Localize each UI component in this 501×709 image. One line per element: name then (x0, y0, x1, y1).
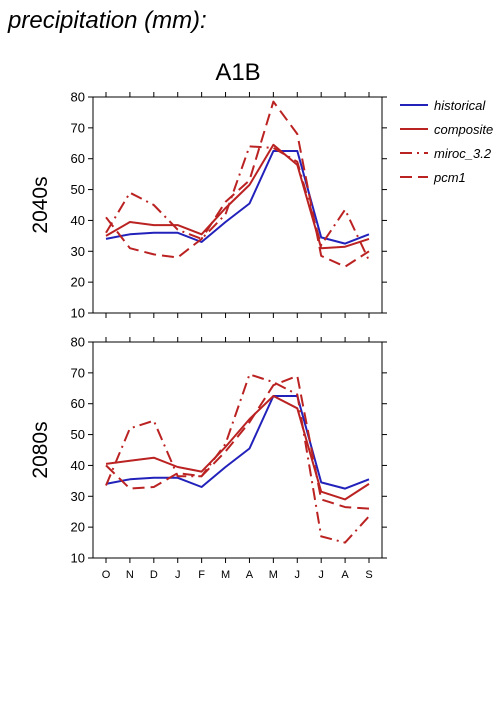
y-tick-label: 60 (71, 396, 85, 411)
x-tick-label: J (295, 569, 301, 581)
x-tick-label: J (175, 569, 181, 581)
series-historical (105, 395, 370, 490)
figure-title: precipitation (mm): (7, 7, 207, 34)
y-tick-label: 40 (71, 213, 85, 228)
plot-frame (92, 341, 383, 559)
x-tick-label: S (365, 569, 372, 581)
chart-panels: 10 20 30 40 50 60 70 80 2040s 10 20 30 40 50 60 70 80 O N D… (29, 90, 387, 581)
y-tick-label: 60 (71, 151, 85, 166)
plot-frame (92, 96, 383, 314)
x-tick-label: M (269, 569, 278, 581)
x-tick-label: D (150, 569, 158, 581)
y-tick-label: 70 (71, 120, 85, 135)
legend-label: pcm1 (433, 170, 466, 185)
y-tick-label: 30 (71, 489, 85, 504)
panel-label: 2080s (29, 421, 52, 478)
y-tick-label: 10 (71, 551, 85, 566)
y-tick-label: 30 (71, 244, 85, 259)
legend-label: composite (434, 122, 493, 137)
y-tick-label: 20 (71, 520, 85, 535)
scenario-title: A1B (215, 59, 260, 86)
panel-label: 2040s (29, 176, 52, 233)
legend: historical composite miroc_3.2 pcm1 (400, 98, 493, 185)
x-tick-label: O (102, 569, 111, 581)
series-composite (105, 143, 370, 250)
x-tick-label: J (318, 569, 324, 581)
x-tick-label: A (246, 569, 254, 581)
y-tick-label: 80 (71, 335, 85, 350)
y-tick-label: 50 (71, 427, 85, 442)
series-pcm1 (105, 374, 370, 510)
x-tick-label: N (126, 569, 134, 581)
series-miroc_3-2 (105, 145, 370, 261)
panel-2040s: 10 20 30 40 50 60 70 80 2040s (29, 90, 387, 321)
legend-label: historical (434, 98, 486, 113)
x-tick-label: A (341, 569, 349, 581)
y-tick-label: 80 (71, 90, 85, 105)
y-tick-label: 10 (71, 306, 85, 321)
y-tick-label: 50 (71, 182, 85, 197)
series-miroc_3-2 (105, 373, 370, 544)
series-pcm1 (105, 100, 370, 268)
panel-2080s: 10 20 30 40 50 60 70 80 O N D J F M A M J J A S 2080s (29, 335, 387, 581)
y-tick-label: 70 (71, 365, 85, 380)
series-composite (105, 395, 370, 501)
x-tick-label: M (221, 569, 230, 581)
y-tick-label: 20 (71, 275, 85, 290)
y-tick-label: 40 (71, 458, 85, 473)
legend-label: miroc_3.2 (434, 146, 492, 161)
x-tick-label: F (198, 569, 205, 581)
